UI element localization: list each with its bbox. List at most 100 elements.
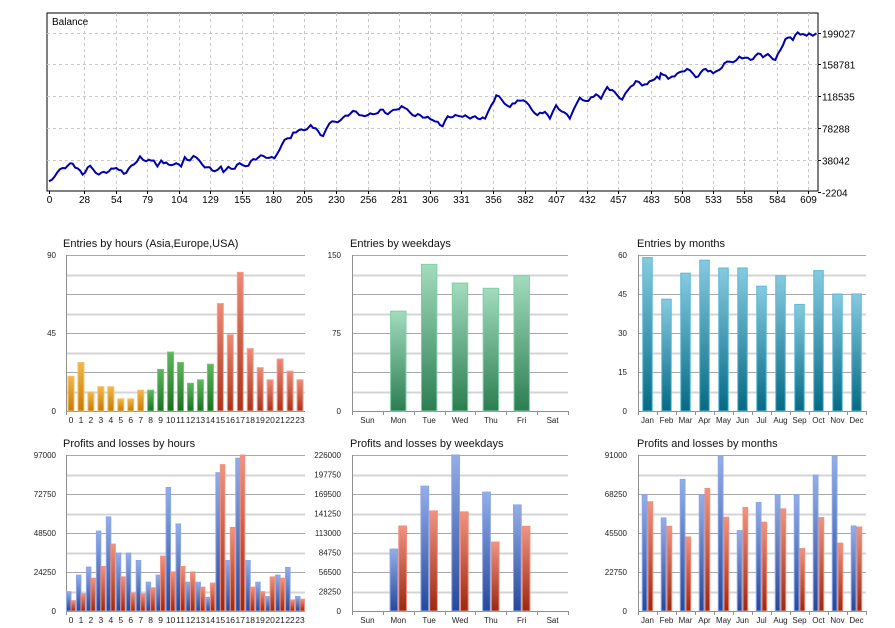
x-tick-label: 3 [98, 615, 103, 625]
x-tick-label: 15 [216, 615, 226, 625]
bar-5 [117, 398, 125, 412]
x-tick-label: 5 [118, 415, 123, 425]
profit-bar-Sep [793, 494, 800, 612]
y-tick-label: 0 [337, 407, 342, 416]
x-tick-label: Sep [792, 416, 807, 425]
bar-Mar [680, 272, 691, 412]
profit-bar-Dec [850, 525, 857, 612]
bar-chart-4: 0 24250 48500 72750 97000 Profits and losses … [34, 438, 305, 625]
y-tick-label: 68250 [605, 490, 628, 499]
bar-8 [147, 389, 155, 412]
profit-bar-Fri [513, 504, 522, 612]
profit-bar-Jan [641, 494, 648, 612]
x-tick-label: 14 [206, 615, 216, 625]
y-tick-label: 60 [618, 251, 627, 260]
x-tick-label: Feb [660, 616, 674, 625]
bar-4 [107, 386, 115, 412]
x-tick-label: Jan [641, 416, 654, 425]
bar-Mon [390, 310, 407, 412]
bar-11 [177, 361, 185, 412]
balance-y-tick-label: 38042 [822, 157, 850, 168]
x-tick-label: 4 [108, 615, 113, 625]
profit-bar-16 [225, 560, 231, 612]
y-tick-label: 0 [623, 607, 628, 616]
x-tick-label: Jun [736, 616, 749, 625]
profit-bar-6 [125, 552, 132, 612]
balance-x-tick-label: 356 [485, 195, 502, 206]
profit-bar-9 [155, 574, 162, 612]
x-tick-label: 5 [118, 615, 123, 625]
loss-bar-Jul [761, 521, 768, 612]
y-tick-label: 0 [623, 407, 628, 416]
x-tick-label: 6 [128, 615, 133, 625]
x-tick-label: 16 [226, 415, 236, 425]
profit-bar-0 [65, 591, 72, 612]
y-tick-label: 45500 [605, 529, 628, 538]
bar-13 [196, 379, 204, 412]
y-tick-label: 91000 [605, 451, 628, 460]
bar-Fri [513, 275, 530, 412]
y-tick-label: 197750 [314, 471, 341, 480]
profit-bar-17 [235, 457, 241, 612]
x-tick-label: 11 [176, 615, 185, 625]
balance-x-tick-label: 533 [705, 195, 722, 206]
bar-chart-6: 0 22750 45500 68250 91000 Profits and losses … [605, 438, 867, 625]
chart-title: Entries by hours (Asia,Europe,USA) [63, 238, 238, 250]
x-tick-label: 20 [265, 415, 275, 425]
x-tick-label: 18 [245, 415, 255, 425]
bar-chart-5: 0 28250 56500 84750 113000 141250 169500 197750… [314, 438, 569, 625]
x-tick-label: Fri [517, 616, 527, 625]
balance-x-tick-label: 558 [736, 195, 753, 206]
profit-bar-Aug [774, 494, 781, 612]
loss-bar-Oct [818, 517, 825, 612]
x-tick-label: Oct [812, 616, 825, 625]
y-tick-label: 24250 [34, 568, 57, 577]
x-tick-label: Sep [792, 616, 807, 625]
profit-bar-Jun [736, 530, 743, 612]
bar-22 [286, 370, 294, 412]
balance-x-tick-label: 230 [328, 195, 345, 206]
loss-bar-Apr [704, 487, 711, 612]
profit-bar-10 [165, 486, 172, 612]
profit-bar-1 [75, 574, 82, 612]
balance-x-tick-label: 508 [674, 195, 691, 206]
x-tick-label: 10 [166, 615, 176, 625]
profit-bar-Jul [755, 501, 762, 612]
balance-y-tick-label: 118535 [822, 93, 855, 104]
balance-plot-frame [46, 12, 819, 192]
x-tick-label: 21 [275, 615, 285, 625]
bar-6 [127, 398, 135, 412]
profit-bar-5 [115, 552, 122, 612]
x-tick-label: 15 [216, 415, 226, 425]
x-tick-label: Aug [773, 616, 787, 625]
profit-bar-11 [175, 523, 182, 612]
bar-16 [226, 334, 234, 412]
loss-bar-Mon [398, 525, 407, 612]
balance-y-tick-label: 199027 [822, 30, 856, 41]
x-tick-label: 17 [236, 615, 246, 625]
x-tick-label: 1 [79, 415, 84, 425]
profit-bar-2 [85, 566, 92, 612]
balance-line [48, 31, 818, 183]
loss-bar-Jun [742, 506, 749, 612]
loss-bar-6 [130, 592, 136, 612]
profit-bar-15 [215, 472, 221, 612]
chart-title: Entries by weekdays [350, 238, 451, 250]
x-tick-label: Feb [660, 416, 674, 425]
balance-x-tick-label: 129 [202, 195, 219, 206]
balance-y-tick-label: 158781 [822, 61, 856, 72]
y-tick-label: 45 [47, 329, 56, 338]
x-tick-label: 2 [89, 615, 94, 625]
y-tick-label: 141250 [314, 510, 341, 519]
x-tick-label: 10 [166, 415, 176, 425]
x-tick-label: 6 [128, 415, 133, 425]
bar-3 [97, 386, 105, 412]
x-tick-label: Aug [773, 416, 787, 425]
bar-1 [77, 361, 85, 412]
x-tick-label: Mar [679, 416, 693, 425]
bar-0 [67, 375, 75, 412]
loss-bar-17 [239, 454, 246, 612]
y-tick-label: 75 [332, 329, 341, 338]
bar-19 [256, 367, 264, 412]
x-tick-label: 19 [255, 415, 265, 425]
